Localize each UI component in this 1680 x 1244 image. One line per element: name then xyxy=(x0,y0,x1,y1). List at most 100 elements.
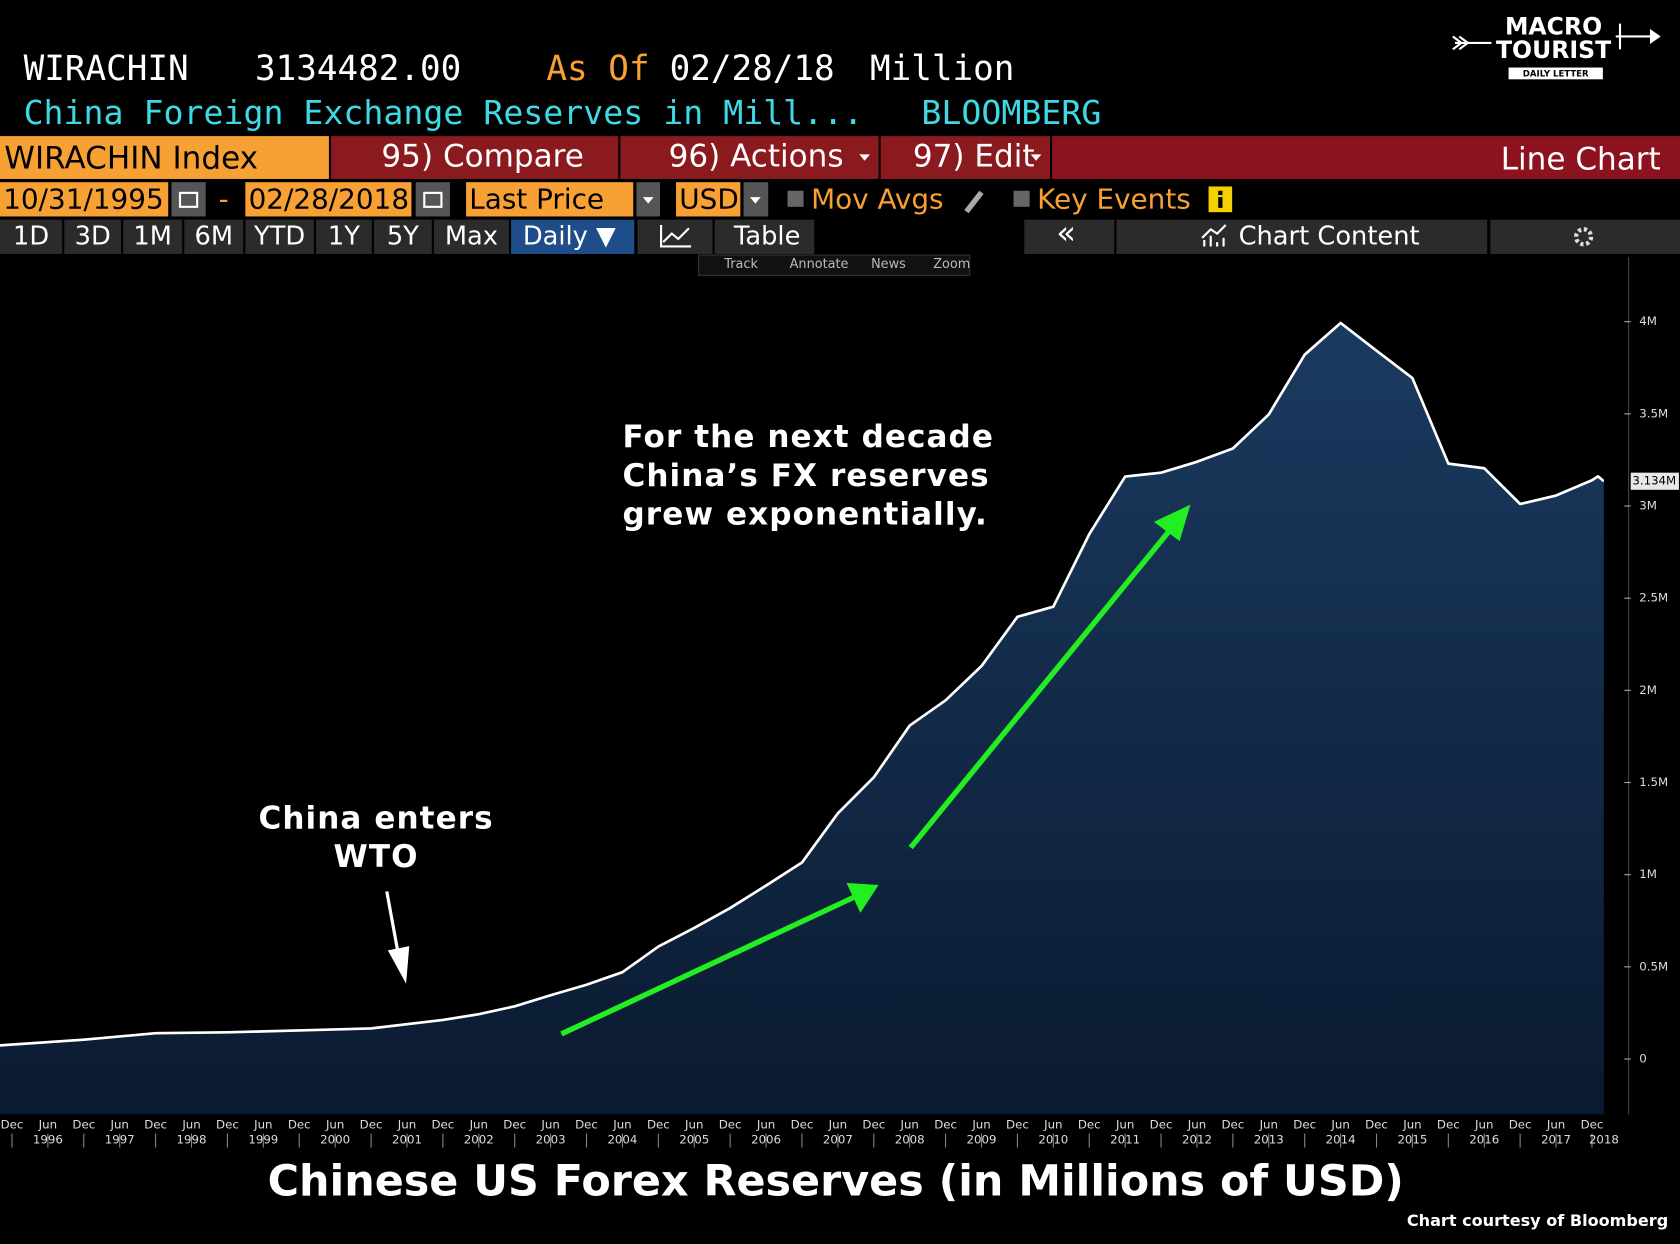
x-year-label: 2002 xyxy=(464,1133,494,1147)
settings-button[interactable] xyxy=(1490,219,1680,254)
y-tick-label: 1.5M xyxy=(1639,775,1668,789)
x-year-label: 1999 xyxy=(248,1133,278,1147)
logo-line1: MACRO xyxy=(1505,12,1602,40)
x-tick-label: Jun xyxy=(1330,1118,1349,1132)
period-label[interactable]: YTD xyxy=(253,221,305,251)
actions[interactable]: 96) Actions xyxy=(669,139,844,175)
x-year-label: 2001 xyxy=(392,1133,422,1147)
calendar-icon[interactable] xyxy=(415,182,450,217)
start-date[interactable]: 10/31/1995 xyxy=(3,182,163,215)
y-tick-label: 0.5M xyxy=(1639,959,1668,973)
logo-line2: TOURIST xyxy=(1496,36,1611,64)
actions-button[interactable] xyxy=(620,136,879,179)
compare[interactable]: 95) Compare xyxy=(381,139,583,175)
frequency[interactable]: Daily ▼ xyxy=(523,221,616,251)
period-label[interactable]: 1Y xyxy=(328,221,360,251)
x-year-label: 2014 xyxy=(1326,1133,1356,1147)
table[interactable]: Table xyxy=(733,221,800,251)
x-tick-label: Dec xyxy=(1437,1118,1460,1132)
tool[interactable]: Track xyxy=(723,257,758,272)
tools-bar xyxy=(698,254,971,276)
frequency-button[interactable] xyxy=(511,219,635,254)
key-events[interactable]: Key Events xyxy=(1037,182,1191,215)
period-button[interactable] xyxy=(123,219,183,254)
checkbox[interactable] xyxy=(1013,190,1030,207)
gear-icon[interactable] xyxy=(1573,227,1594,247)
x-year-label: 2011 xyxy=(1110,1133,1140,1147)
field-box[interactable] xyxy=(466,182,634,217)
collapse[interactable]: « xyxy=(1056,214,1076,252)
x-tick-label: Dec xyxy=(934,1118,957,1132)
tool[interactable]: News xyxy=(871,257,906,272)
logo: MACRO TOURIST DAILY LETTER xyxy=(1452,12,1661,79)
x-tick-label: Jun xyxy=(1043,1118,1062,1132)
period-button[interactable] xyxy=(316,219,372,254)
checkbox[interactable] xyxy=(787,190,804,207)
y-tick-label: 3M xyxy=(1639,499,1657,513)
chart-type-bar xyxy=(1052,136,1680,179)
period-button[interactable] xyxy=(64,219,122,254)
compare-button[interactable] xyxy=(331,136,619,179)
tools: Track Annotate News Zoom xyxy=(723,257,970,272)
table-button[interactable] xyxy=(714,219,815,254)
logo-tagline: DAILY LETTER xyxy=(1523,69,1589,79)
collapse-button[interactable] xyxy=(1024,219,1115,254)
x-year-label: 2018 xyxy=(1589,1133,1619,1147)
period-label[interactable]: 3D xyxy=(75,221,111,251)
period-label[interactable]: Max xyxy=(445,221,498,251)
period-label[interactable]: 6M xyxy=(194,221,233,251)
y-tick-label: 4M xyxy=(1639,314,1657,328)
x-tick-label: Dec xyxy=(431,1118,454,1132)
chart-content-button[interactable] xyxy=(1116,219,1488,254)
x-tick-label: Dec xyxy=(72,1118,95,1132)
currency[interactable]: USD xyxy=(679,182,739,215)
x-year-label: 2010 xyxy=(1038,1133,1068,1147)
x-year-label: 1997 xyxy=(105,1133,135,1147)
unit: Million xyxy=(870,49,1014,89)
x-tick-label: Jun xyxy=(684,1118,703,1132)
x-tick-label: Jun xyxy=(38,1118,57,1132)
annotation: grew exponentially. xyxy=(623,496,988,532)
period-button[interactable] xyxy=(184,219,244,254)
period-button[interactable] xyxy=(433,219,509,254)
chart-content[interactable]: Chart Content xyxy=(1239,221,1420,251)
as-of-label: As Of xyxy=(546,49,649,89)
x-tick-label: Jun xyxy=(971,1118,990,1132)
period-button[interactable] xyxy=(373,219,432,254)
moving-averages[interactable]: Mov Avgs xyxy=(811,182,943,215)
edit[interactable]: 97) Edit xyxy=(913,139,1035,175)
pencil-icon[interactable] xyxy=(964,190,984,214)
source: BLOOMBERG xyxy=(921,93,1101,132)
chart-credit: Chart courtesy of Bloomberg xyxy=(1407,1211,1668,1230)
field[interactable]: Last Price xyxy=(469,182,604,215)
chart-type: Line Chart xyxy=(1501,142,1661,178)
x-tick-label: Jun xyxy=(1187,1118,1206,1132)
x-tick-label: Dec xyxy=(791,1118,814,1132)
end-date[interactable]: 02/28/2018 xyxy=(249,182,409,215)
x-year-label: 2007 xyxy=(823,1133,853,1147)
x-year-label: 2015 xyxy=(1397,1133,1427,1147)
calendar-icon[interactable] xyxy=(171,182,206,217)
x-year-label: 2004 xyxy=(607,1133,637,1147)
x-tick-label: Dec xyxy=(862,1118,885,1132)
period-button[interactable] xyxy=(0,219,63,254)
tool[interactable]: Annotate xyxy=(790,257,849,272)
y-tick-label: 2M xyxy=(1639,683,1657,697)
security-box[interactable] xyxy=(0,136,329,179)
start-date-box[interactable] xyxy=(0,182,169,217)
tool[interactable]: Zoom xyxy=(933,257,970,272)
currency-box[interactable] xyxy=(676,182,741,217)
period-label[interactable]: 5Y xyxy=(387,221,419,251)
description: China Foreign Exchange Reserves in Mill.… xyxy=(24,93,864,132)
period-button[interactable] xyxy=(245,219,314,254)
annotation: For the next decade xyxy=(623,419,995,455)
period-label[interactable]: 1M xyxy=(133,221,172,251)
dropdown-icon xyxy=(1030,154,1042,161)
last-value-box xyxy=(1630,472,1679,490)
x-tick-label: Dec xyxy=(360,1118,383,1132)
edit-button[interactable] xyxy=(880,136,1050,179)
end-date-box[interactable] xyxy=(245,182,412,217)
period-label[interactable]: 1D xyxy=(13,221,49,251)
security[interactable]: WIRACHIN Index xyxy=(4,141,258,177)
